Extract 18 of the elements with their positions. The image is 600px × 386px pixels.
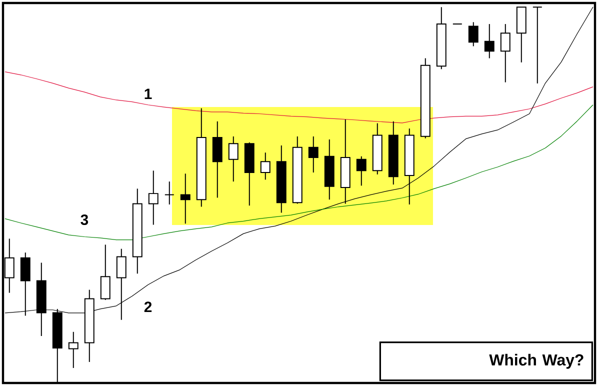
- candlestick: [500, 24, 510, 83]
- candlestick: [68, 331, 78, 368]
- candlestick: [356, 156, 366, 186]
- candlestick: [532, 6, 542, 84]
- candlestick: [164, 181, 174, 205]
- annotation: Which Way?: [489, 354, 584, 369]
- candlestick: [468, 22, 478, 47]
- candlestick: [100, 244, 110, 300]
- candlestick: [148, 170, 158, 226]
- series-label: 3: [80, 214, 88, 226]
- candlestick: [180, 173, 190, 224]
- candlestick: [4, 238, 14, 294]
- candlestick: [228, 136, 238, 182]
- series-label: 2: [144, 302, 152, 312]
- candlestick: [308, 136, 318, 174]
- candlestick: [260, 152, 270, 180]
- candlestick: [484, 24, 494, 59]
- series-label: 1: [144, 88, 152, 100]
